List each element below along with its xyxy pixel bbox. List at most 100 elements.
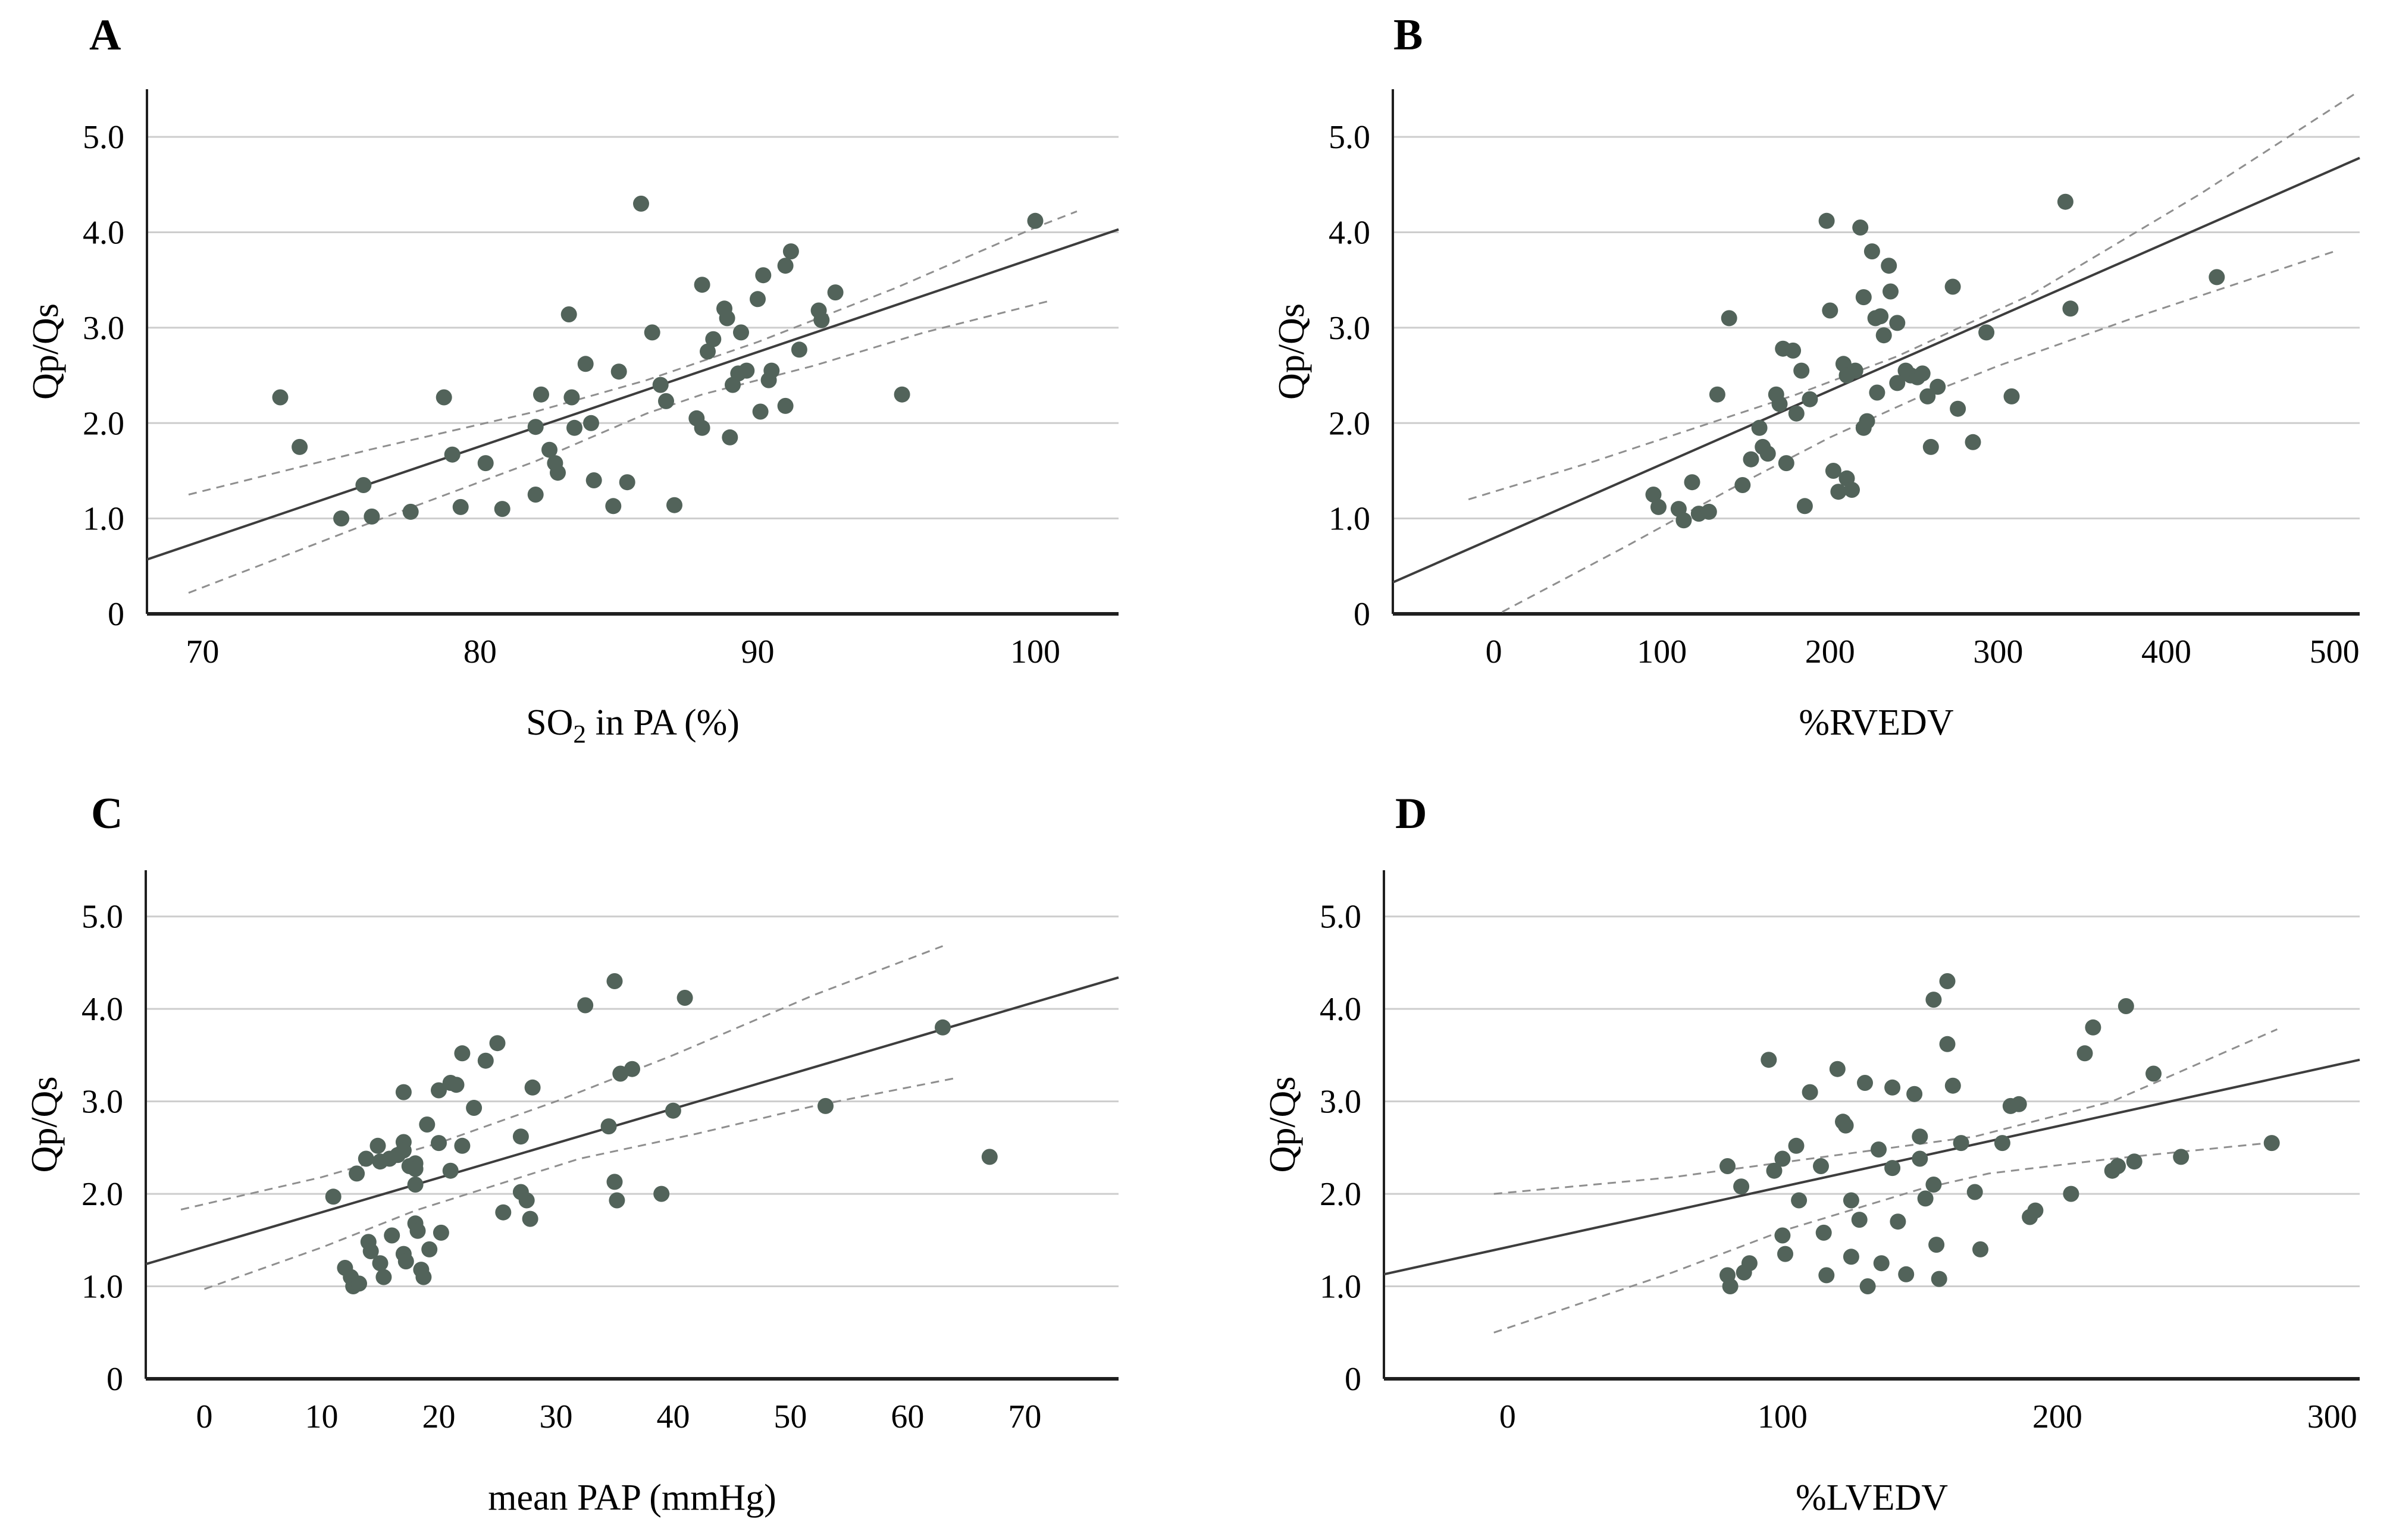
scatter-point [1709,386,1725,403]
y-tick-label: 5.0 [83,119,124,156]
scatter-point [1802,391,1818,407]
scatter-point [1778,455,1794,472]
scatter-point [1857,1075,1873,1091]
scatter-point [633,195,649,212]
scatter-point [364,508,380,525]
scatter-point [1950,400,1966,417]
y-tick-label: 2.0 [1320,1176,1361,1213]
scatter-point [665,1102,681,1119]
scatter-point [676,990,693,1006]
scatter-point [763,362,780,379]
scatter-point [527,419,544,435]
scatter-point [1027,212,1044,229]
scatter-point [1788,1137,1805,1154]
scatter-point [1859,1278,1876,1294]
scatter-point [2057,193,2073,210]
panel-A: 0 1.0 2.0 3.0 4.0 5.0 70 80 90 100 Qp/Qs A SO2 in PA… [0,0,1196,770]
x-axis-title-subscript: 2 [573,720,587,749]
scatter-point [1925,992,1942,1008]
regression-line [145,976,1119,1266]
regression-line [146,228,1119,561]
scatter-point [1912,1150,1928,1167]
scatter-point [1873,1255,1890,1272]
x-axis-title: %RVEDV [1393,702,2360,744]
scatter-point [653,1185,670,1202]
y-tick-label: 1.0 [83,501,124,538]
y-tick-label: 4.0 [83,215,124,252]
panel-letter: B [1393,11,1423,59]
scatter-point [375,1269,392,1285]
scatter-point [372,1255,389,1272]
scatter-point [658,393,674,409]
scatter-point [1815,1224,1832,1241]
scatter-point [1852,219,1869,236]
scatter-point [1843,1249,1859,1265]
scatter-point [1889,375,1906,391]
scatter-point [652,377,669,393]
y-tick-label: 2.0 [82,1176,123,1213]
scatter-point [600,1118,617,1135]
scatter-point [494,501,510,517]
scatter-point [2010,1096,2027,1112]
x-tick-label: 300 [1973,633,2023,670]
y-axis-title: Qp/Qs [1271,303,1312,400]
scatter-point [1884,1160,1901,1177]
scatter-point [1928,1237,1945,1253]
scatter-point [733,324,749,341]
y-tick-label: 1.0 [82,1269,123,1306]
scatter-point [1978,324,1995,341]
scatter-point [1837,1117,1854,1134]
ci-upper-line [188,210,1078,495]
scatter-point [1785,342,1802,359]
scatter-point [813,312,830,328]
scatter-point [1930,378,1946,395]
scatter-point [419,1116,436,1133]
scatter-point [791,341,807,358]
scatter-plot-A: 0 1.0 2.0 3.0 4.0 5.0 70 80 90 100 Qp/Qs [26,89,1119,670]
scatter-point [1919,388,1936,404]
x-tick-label: 80 [463,633,497,670]
x-axis-title-text: %RVEDV [1799,702,1954,743]
scatter-point [1766,1162,1783,1179]
scatter-point [1869,384,1885,401]
scatter-point [2173,1149,2190,1165]
scatter-point [1859,413,1875,429]
scatter-point [1917,1190,1934,1207]
scatter-point [527,487,544,503]
scatter-point [577,356,594,372]
scatter-point [495,1204,512,1221]
scatter-point [1914,365,1931,382]
scatter-point [1863,243,1880,260]
y-tick-label: 0 [107,1361,123,1398]
ci-lower-line [203,1077,955,1290]
scatter-point [2263,1135,2280,1152]
scatter-point [1829,1061,1846,1077]
scatter-point [566,419,582,436]
scatter-point [1966,1184,1983,1200]
y-tick-label: 4.0 [1329,215,1370,252]
x-tick-label: 100 [1010,633,1060,670]
scatter-point [1796,498,1813,515]
scatter-point [362,1243,379,1259]
x-axis-title: SO2 in PA (%) [147,702,1119,749]
scatter-point [436,389,452,406]
scatter-point [1830,484,1847,500]
x-tick-label: 0 [196,1398,212,1435]
scatter-point [349,1165,365,1182]
y-axis-title: Qp/Qs [26,303,66,400]
scatter-point [1939,1036,1956,1052]
scatter-point [2110,1158,2126,1174]
scatter-point [817,1097,834,1114]
scatter-point [431,1082,447,1099]
scatter-point [750,291,766,308]
y-tick-label: 2.0 [83,405,124,442]
scatter-point [1925,1177,1942,1193]
scatter-point [1777,1246,1793,1262]
scatter-point [619,474,635,491]
scatter-point [609,1192,625,1209]
scatter-point [1871,1141,1887,1158]
scatter-point [2003,388,2020,404]
scatter-point [1994,1135,2010,1152]
